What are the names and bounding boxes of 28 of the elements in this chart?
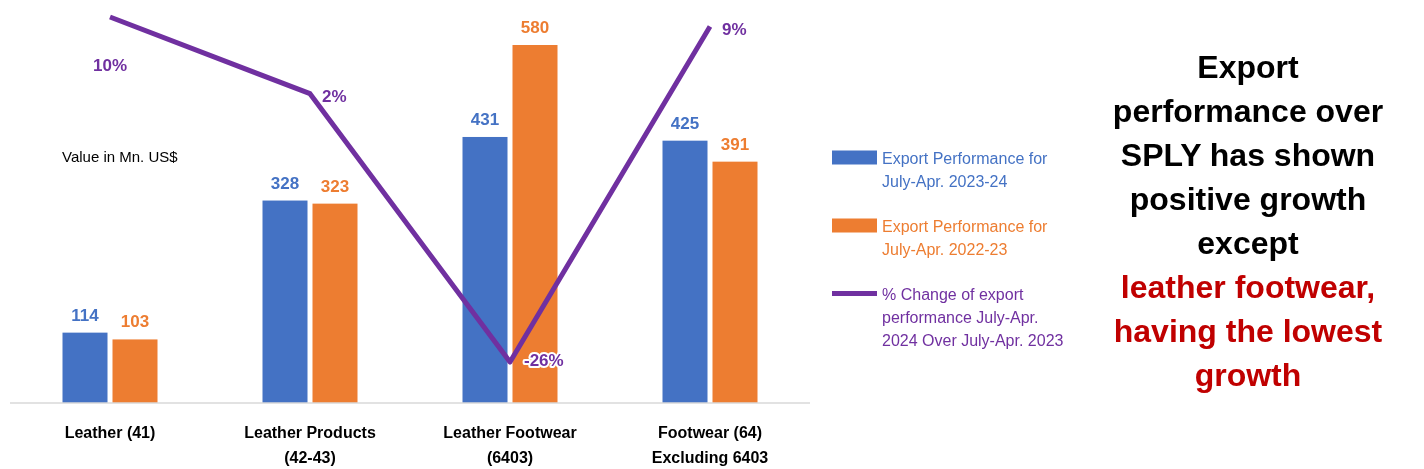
data-label: 431 — [470, 109, 500, 129]
data-label: 9% — [722, 20, 747, 40]
x-tick-label: Leather Products (42-43) — [244, 424, 376, 466]
data-label: 2% — [322, 87, 347, 107]
annotation: Value in Mn. US$ — [62, 148, 179, 165]
bar — [662, 140, 708, 403]
legend-label: % Change of export performance July-Apr. 2024 Over July-Apr. 2023 — [882, 285, 1064, 349]
bar — [62, 332, 108, 403]
data-label: 114 — [71, 305, 100, 325]
data-label: 103 — [120, 312, 150, 332]
data-label: 391 — [720, 134, 750, 154]
x-tick-label: Leather (41) — [64, 424, 156, 441]
text: leather footwear, having the lowest growth — [1113, 269, 1383, 394]
bar — [712, 161, 758, 403]
bar — [312, 203, 358, 403]
legend-label: Export Performance for July-Apr. 2023-24 — [882, 149, 1049, 190]
text: Export performance over SPLY has shown positive growth except — [1112, 49, 1384, 262]
data-label: 10% — [92, 56, 128, 76]
bar — [262, 200, 308, 403]
data-label: 323 — [320, 176, 350, 196]
data-label: 425 — [670, 113, 700, 133]
x-tick-label: Footwear (64) Excluding 6403 — [651, 424, 769, 466]
bar — [112, 339, 158, 403]
data-label: 580 — [520, 18, 550, 37]
legend-label: Export Performance for July-Apr. 2022-23 — [882, 217, 1049, 258]
x-tick-label: Leather Footwear (6403) — [443, 424, 577, 466]
data-label: 328 — [270, 173, 300, 193]
bar — [462, 136, 508, 403]
